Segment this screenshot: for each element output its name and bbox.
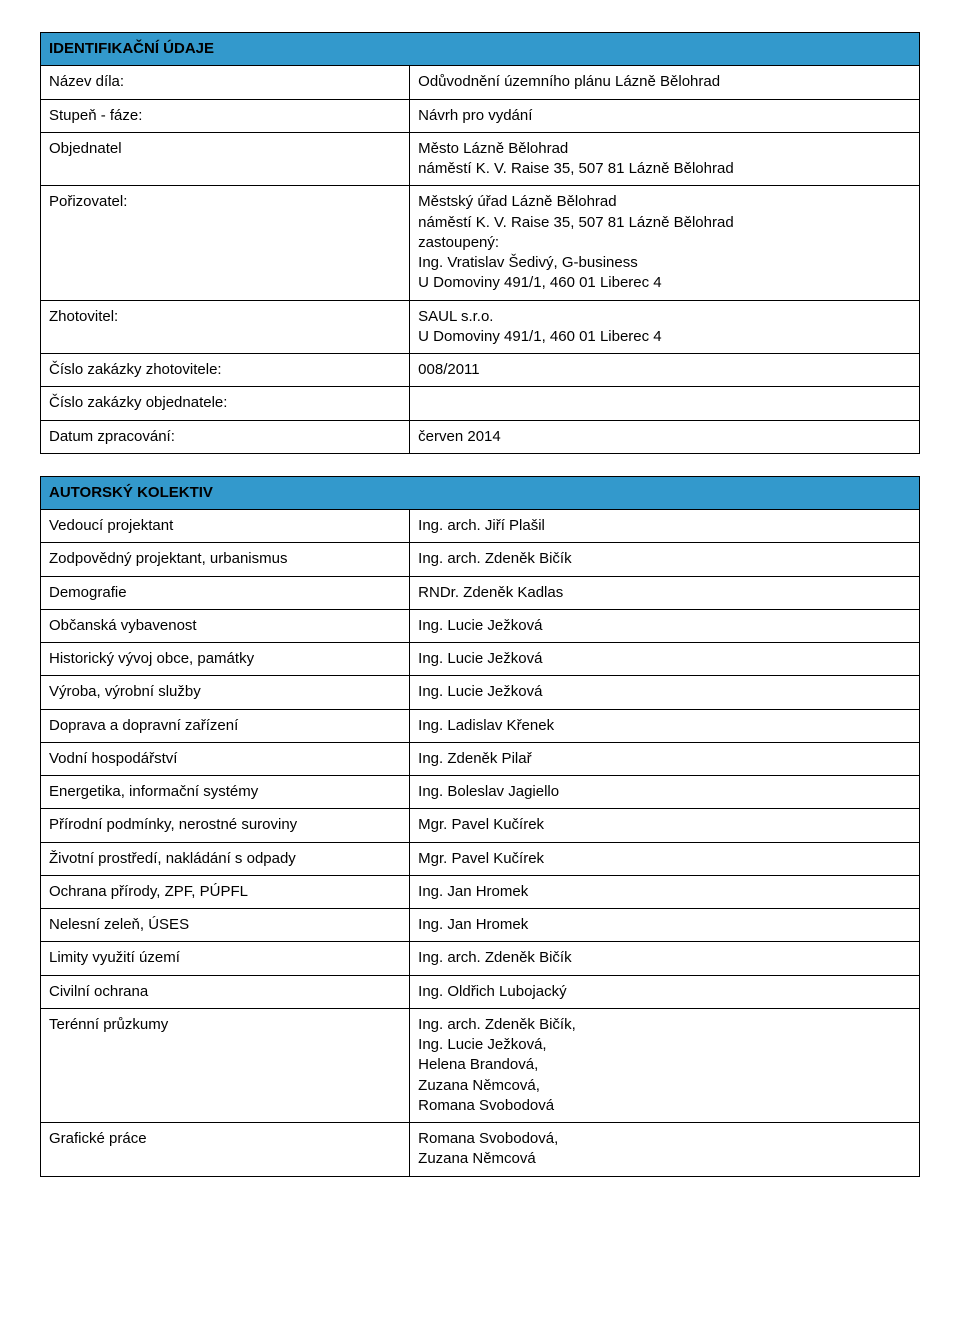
table-row: Energetika, informační systémyIng. Boles… — [41, 776, 920, 809]
row-value: Ing. Boleslav Jagiello — [410, 776, 920, 809]
table-row: Číslo zakázky zhotovitele:008/2011 — [41, 354, 920, 387]
row-label: Terénní průzkumy — [41, 1008, 410, 1122]
row-value: Ing. Jan Hromek — [410, 875, 920, 908]
row-value: Městský úřad Lázně Bělohrad náměstí K. V… — [410, 186, 920, 300]
row-value: Návrh pro vydání — [410, 99, 920, 132]
section2-body: Vedoucí projektantIng. arch. Jiří Plašil… — [41, 510, 920, 1177]
row-value: Mgr. Pavel Kučírek — [410, 809, 920, 842]
row-label: Historický vývoj obce, památky — [41, 643, 410, 676]
row-label: Pořizovatel: — [41, 186, 410, 300]
row-label: Vodní hospodářství — [41, 742, 410, 775]
row-label: Výroba, výrobní služby — [41, 676, 410, 709]
table-row: DemografieRNDr. Zdeněk Kadlas — [41, 576, 920, 609]
table-row: Přírodní podmínky, nerostné surovinyMgr.… — [41, 809, 920, 842]
row-label: Ochrana přírody, ZPF, PÚPFL — [41, 875, 410, 908]
table-row: Vedoucí projektantIng. arch. Jiří Plašil — [41, 510, 920, 543]
row-label: Demografie — [41, 576, 410, 609]
row-label: Nelesní zeleň, ÚSES — [41, 909, 410, 942]
table-row: Doprava a dopravní zařízeníIng. Ladislav… — [41, 709, 920, 742]
section1-title: IDENTIFIKAČNÍ ÚDAJE — [41, 33, 920, 66]
table-row: Číslo zakázky objednatele: — [41, 387, 920, 420]
table-row: Životní prostředí, nakládání s odpadyMgr… — [41, 842, 920, 875]
row-value: Ing. Ladislav Křenek — [410, 709, 920, 742]
table-row: Historický vývoj obce, památkyIng. Lucie… — [41, 643, 920, 676]
row-label: Limity využití území — [41, 942, 410, 975]
row-label: Energetika, informační systémy — [41, 776, 410, 809]
row-label: Zhotovitel: — [41, 300, 410, 354]
table-row: Grafické práceRomana Svobodová, Zuzana N… — [41, 1123, 920, 1177]
table-row: Zhotovitel:SAUL s.r.o. U Domoviny 491/1,… — [41, 300, 920, 354]
row-label: Název díla: — [41, 66, 410, 99]
row-label: Datum zpracování: — [41, 420, 410, 453]
row-label: Stupeň - fáze: — [41, 99, 410, 132]
row-value: Ing. Zdeněk Pilař — [410, 742, 920, 775]
table-row: Limity využití územíIng. arch. Zdeněk Bi… — [41, 942, 920, 975]
row-value: Ing. Jan Hromek — [410, 909, 920, 942]
row-label: Číslo zakázky objednatele: — [41, 387, 410, 420]
row-value: Ing. Lucie Ježková — [410, 609, 920, 642]
row-label: Přírodní podmínky, nerostné suroviny — [41, 809, 410, 842]
row-value: Ing. Oldřich Lubojacký — [410, 975, 920, 1008]
row-value: Ing. arch. Jiří Plašil — [410, 510, 920, 543]
row-label: Životní prostředí, nakládání s odpady — [41, 842, 410, 875]
row-label: Zodpovědný projektant, urbanismus — [41, 543, 410, 576]
table-row: Zodpovědný projektant, urbanismusIng. ar… — [41, 543, 920, 576]
row-value: 008/2011 — [410, 354, 920, 387]
row-value: RNDr. Zdeněk Kadlas — [410, 576, 920, 609]
row-value: Ing. arch. Zdeněk Bičík — [410, 942, 920, 975]
row-value: červen 2014 — [410, 420, 920, 453]
section2-title: AUTORSKÝ KOLEKTIV — [41, 476, 920, 509]
row-label: Vedoucí projektant — [41, 510, 410, 543]
table-row: Civilní ochranaIng. Oldřich Lubojacký — [41, 975, 920, 1008]
table-row: Ochrana přírody, ZPF, PÚPFLIng. Jan Hrom… — [41, 875, 920, 908]
row-value: Město Lázně Bělohrad náměstí K. V. Raise… — [410, 132, 920, 186]
author-collective-table: AUTORSKÝ KOLEKTIV Vedoucí projektantIng.… — [40, 476, 920, 1177]
table-row: Vodní hospodářstvíIng. Zdeněk Pilař — [41, 742, 920, 775]
row-value: Ing. arch. Zdeněk Bičík, Ing. Lucie Ježk… — [410, 1008, 920, 1122]
table-row: Datum zpracování:červen 2014 — [41, 420, 920, 453]
table-row: Název díla:Odůvodnění územního plánu Láz… — [41, 66, 920, 99]
row-value: Ing. arch. Zdeněk Bičík — [410, 543, 920, 576]
row-label: Objednatel — [41, 132, 410, 186]
table-row: Občanská vybavenostIng. Lucie Ježková — [41, 609, 920, 642]
identification-table: IDENTIFIKAČNÍ ÚDAJE Název díla:Odůvodněn… — [40, 32, 920, 454]
table-row: Výroba, výrobní službyIng. Lucie Ježková — [41, 676, 920, 709]
row-value: Ing. Lucie Ježková — [410, 676, 920, 709]
row-value: SAUL s.r.o. U Domoviny 491/1, 460 01 Lib… — [410, 300, 920, 354]
row-value: Ing. Lucie Ježková — [410, 643, 920, 676]
row-value: Odůvodnění územního plánu Lázně Bělohrad — [410, 66, 920, 99]
row-label: Grafické práce — [41, 1123, 410, 1177]
table-row: ObjednatelMěsto Lázně Bělohrad náměstí K… — [41, 132, 920, 186]
row-label: Občanská vybavenost — [41, 609, 410, 642]
row-value: Romana Svobodová, Zuzana Němcová — [410, 1123, 920, 1177]
row-value — [410, 387, 920, 420]
row-label: Civilní ochrana — [41, 975, 410, 1008]
row-label: Doprava a dopravní zařízení — [41, 709, 410, 742]
table-row: Nelesní zeleň, ÚSESIng. Jan Hromek — [41, 909, 920, 942]
row-value: Mgr. Pavel Kučírek — [410, 842, 920, 875]
table-row: Terénní průzkumyIng. arch. Zdeněk Bičík,… — [41, 1008, 920, 1122]
section1-body: Název díla:Odůvodnění územního plánu Láz… — [41, 66, 920, 454]
row-label: Číslo zakázky zhotovitele: — [41, 354, 410, 387]
table-row: Pořizovatel:Městský úřad Lázně Bělohrad … — [41, 186, 920, 300]
table-row: Stupeň - fáze:Návrh pro vydání — [41, 99, 920, 132]
